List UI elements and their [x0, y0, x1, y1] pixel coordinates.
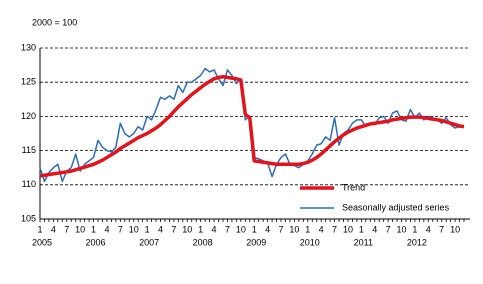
x-tick-label: 4: [212, 224, 217, 234]
y-tick-label: 115: [22, 145, 36, 155]
x-tick-label: 4: [372, 224, 377, 234]
x-tick-label: 1: [145, 224, 150, 234]
x-tick-label: 1: [412, 224, 417, 234]
year-label: 2010: [300, 237, 320, 247]
x-tick-label: 1: [91, 224, 96, 234]
x-tick-label: 1: [198, 224, 203, 234]
x-tick-label: 10: [289, 224, 299, 234]
x-tick-label: 10: [129, 224, 139, 234]
x-tick-label: 10: [343, 224, 353, 234]
x-tick-label: 1: [305, 224, 310, 234]
x-tick-label: 7: [279, 224, 284, 234]
y-tick-label: 110: [22, 179, 36, 189]
unit-label: 2000 = 100: [32, 17, 77, 27]
x-tick-label: 7: [386, 224, 391, 234]
x-tick-label: 7: [171, 224, 176, 234]
x-tick-label: 4: [426, 224, 431, 234]
legend-label: Seasonally adjusted series: [342, 202, 450, 212]
x-tick-label: 7: [332, 224, 337, 234]
year-label: 2007: [139, 237, 159, 247]
x-tick-label: 4: [51, 224, 56, 234]
year-label: 2012: [407, 237, 427, 247]
legend-label: Trend: [342, 182, 365, 192]
year-label: 2006: [86, 237, 106, 247]
x-tick-label: 4: [104, 224, 109, 234]
year-label: 2008: [193, 237, 213, 247]
x-tick-label: 4: [158, 224, 163, 234]
x-tick-label: 1: [359, 224, 364, 234]
y-tick-label: 105: [21, 213, 36, 223]
y-tick-label: 120: [21, 111, 36, 121]
x-tick-label: 1: [37, 224, 42, 234]
x-tick-label: 10: [75, 224, 85, 234]
x-tick-label: 10: [236, 224, 246, 234]
x-tick-label: 4: [319, 224, 324, 234]
x-tick-label: 7: [439, 224, 444, 234]
x-tick-label: 10: [182, 224, 192, 234]
y-tick-label: 130: [21, 42, 36, 52]
x-tick-label: 1: [252, 224, 257, 234]
year-label: 2011: [354, 237, 373, 247]
x-tick-label: 7: [118, 224, 123, 234]
x-tick-label: 10: [397, 224, 407, 234]
data-line: [39, 74, 465, 178]
y-tick-label: 125: [21, 77, 36, 87]
x-tick-label: 4: [265, 224, 270, 234]
x-tick-label: 7: [225, 224, 230, 234]
x-tick-label: 7: [64, 224, 69, 234]
year-label: 2005: [32, 237, 52, 247]
x-tick-label: 10: [450, 224, 460, 234]
year-label: 2009: [246, 237, 266, 247]
